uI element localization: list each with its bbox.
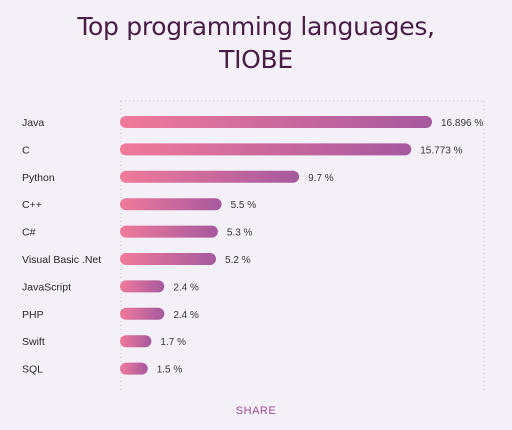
bar xyxy=(120,170,300,183)
bar xyxy=(120,307,165,320)
value-label: 2.4 % xyxy=(173,310,199,321)
bar xyxy=(120,362,148,375)
bar xyxy=(120,253,217,265)
value-label: 1.7 % xyxy=(160,337,186,348)
value-label: 5.3 % xyxy=(227,228,253,239)
value-label: 5.2 % xyxy=(225,255,251,266)
value-label: 9.7 % xyxy=(308,173,334,184)
chart-title-line-1: Top programming languages, xyxy=(77,12,435,41)
bar xyxy=(120,280,165,293)
value-label: 2.4 % xyxy=(173,282,199,293)
bar xyxy=(120,335,152,348)
category-label: C# xyxy=(22,227,36,239)
chart-title-line-2: TIOBE xyxy=(219,45,293,74)
bar xyxy=(120,198,222,211)
category-label: Java xyxy=(22,117,44,129)
value-label: 15.773 % xyxy=(420,145,462,156)
chart-title: Top programming languages, TIOBE xyxy=(0,10,512,76)
value-label: 16.896 % xyxy=(441,118,483,129)
category-label: PHP xyxy=(22,309,44,321)
value-label: 1.5 % xyxy=(157,365,183,376)
bar xyxy=(120,225,218,238)
category-label: SQL xyxy=(22,364,43,376)
category-label: Swift xyxy=(22,336,45,348)
category-label: Visual Basic .Net xyxy=(22,254,101,266)
value-label: 5.5 % xyxy=(231,200,257,211)
bar xyxy=(120,116,432,128)
category-label: C xyxy=(22,144,30,156)
bar xyxy=(120,143,412,156)
category-label: C++ xyxy=(22,199,42,211)
share-button[interactable]: SHARE xyxy=(235,405,277,417)
category-label: Python xyxy=(22,172,55,184)
category-label: JavaScript xyxy=(22,281,71,293)
